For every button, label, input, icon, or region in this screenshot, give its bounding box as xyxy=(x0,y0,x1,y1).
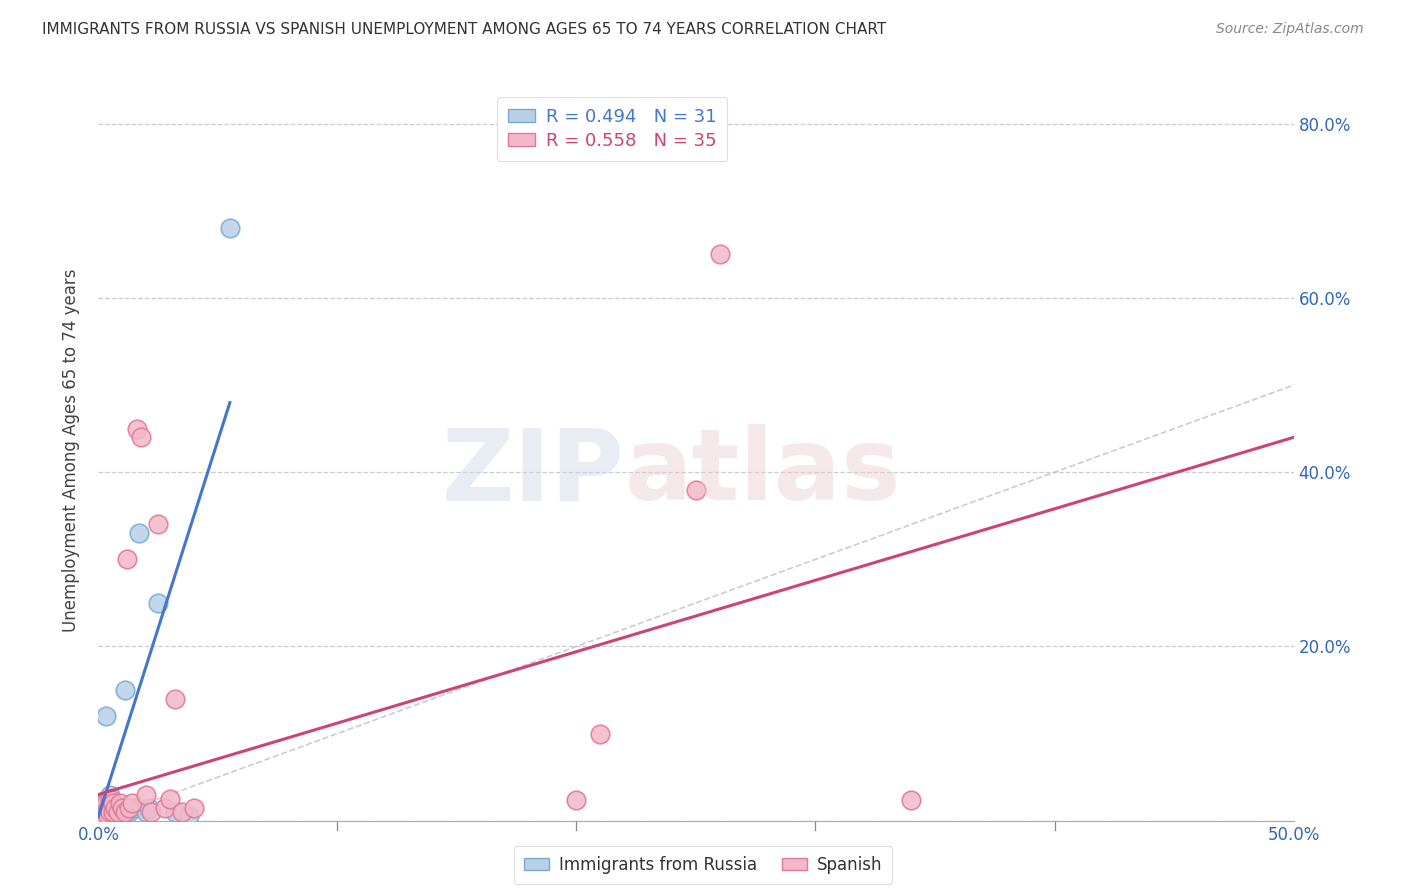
Point xyxy=(90,809,112,823)
Point xyxy=(108,800,131,814)
Point xyxy=(118,805,141,819)
Point xyxy=(148,517,170,532)
Point xyxy=(91,800,114,814)
Point xyxy=(90,805,112,819)
Point xyxy=(104,809,127,823)
Point xyxy=(135,805,157,819)
Point xyxy=(131,430,153,444)
Point xyxy=(98,792,122,806)
Point xyxy=(685,483,707,497)
Point xyxy=(139,805,162,819)
Point xyxy=(163,691,186,706)
Point xyxy=(107,805,129,819)
Point xyxy=(179,809,201,823)
Text: IMMIGRANTS FROM RUSSIA VS SPANISH UNEMPLOYMENT AMONG AGES 65 TO 74 YEARS CORRELA: IMMIGRANTS FROM RUSSIA VS SPANISH UNEMPL… xyxy=(42,22,886,37)
Point xyxy=(138,800,160,814)
Point xyxy=(114,805,136,819)
Point xyxy=(124,800,146,814)
Point xyxy=(97,796,120,810)
Point xyxy=(589,726,612,740)
Point xyxy=(98,809,122,823)
Point xyxy=(98,805,122,819)
Point xyxy=(94,800,117,814)
Point xyxy=(97,805,120,819)
Point xyxy=(94,805,117,819)
Point xyxy=(91,809,114,823)
Point xyxy=(172,805,194,819)
Point xyxy=(94,805,117,819)
Point xyxy=(565,793,588,807)
Point xyxy=(115,552,138,566)
Point xyxy=(98,800,122,814)
Point xyxy=(128,526,150,541)
Point xyxy=(108,796,131,810)
Point xyxy=(104,800,127,814)
Point xyxy=(900,793,922,807)
Point xyxy=(163,805,186,819)
Point xyxy=(91,809,114,823)
Point xyxy=(114,683,136,698)
Point xyxy=(155,800,177,814)
Point xyxy=(104,800,127,814)
Point xyxy=(90,805,112,819)
Point xyxy=(111,800,134,814)
Point xyxy=(101,805,124,819)
Point xyxy=(709,247,731,261)
Text: Source: ZipAtlas.com: Source: ZipAtlas.com xyxy=(1216,22,1364,37)
Point xyxy=(148,596,170,610)
Point xyxy=(97,800,120,814)
Point xyxy=(101,805,124,819)
Point xyxy=(118,800,141,814)
Y-axis label: Unemployment Among Ages 65 to 74 years: Unemployment Among Ages 65 to 74 years xyxy=(62,268,80,632)
Point xyxy=(135,788,157,802)
Point xyxy=(91,800,114,814)
Point xyxy=(219,221,242,235)
Point xyxy=(159,792,181,806)
Legend: R = 0.494   N = 31, R = 0.558   N = 35: R = 0.494 N = 31, R = 0.558 N = 35 xyxy=(498,96,727,161)
Legend: Immigrants from Russia, Spanish: Immigrants from Russia, Spanish xyxy=(513,846,893,884)
Point xyxy=(107,805,129,819)
Point xyxy=(94,796,117,810)
Point xyxy=(91,796,114,810)
Point xyxy=(183,800,205,814)
Point xyxy=(94,709,117,723)
Point xyxy=(125,422,148,436)
Point xyxy=(121,796,143,810)
Point xyxy=(97,809,120,823)
Text: ZIP: ZIP xyxy=(441,425,624,521)
Point xyxy=(90,809,112,823)
Point xyxy=(97,809,120,823)
Point xyxy=(101,809,124,823)
Text: atlas: atlas xyxy=(624,425,901,521)
Point xyxy=(101,796,124,810)
Point xyxy=(98,788,122,802)
Point xyxy=(111,805,134,819)
